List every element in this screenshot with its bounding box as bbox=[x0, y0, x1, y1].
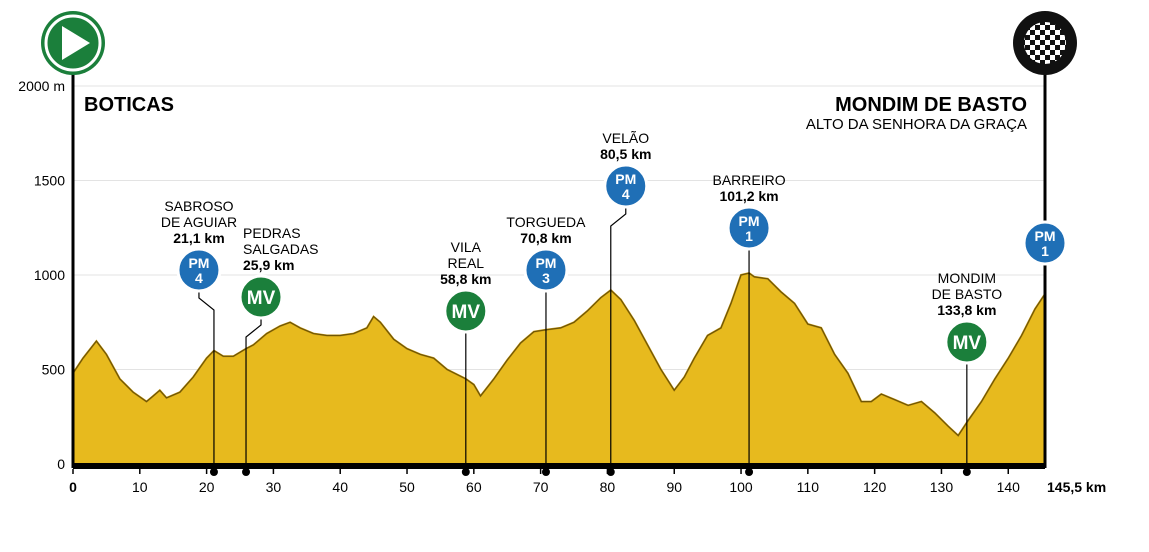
x-axis-bar bbox=[73, 463, 1045, 469]
climb-category: 4 bbox=[622, 186, 630, 202]
climb-badge-pm bbox=[1022, 220, 1068, 266]
climb-badge-label: MV bbox=[247, 288, 276, 309]
climb-km-label: 58,8 km bbox=[440, 271, 491, 287]
y-tick-label: 500 bbox=[42, 362, 66, 378]
start-badge-ring bbox=[44, 14, 102, 72]
x-tick-label: 100 bbox=[729, 479, 753, 495]
climb-name: SALGADAS bbox=[243, 241, 318, 257]
climb-badge-pm bbox=[523, 247, 569, 293]
profile-area bbox=[72, 272, 1046, 465]
climb-km-dot bbox=[745, 468, 754, 476]
y-tick-label: 1000 bbox=[34, 267, 65, 283]
x-tick-label: 120 bbox=[863, 479, 887, 495]
climb-name: TORGUEDA bbox=[506, 214, 586, 230]
climb-km-label: 133,8 km bbox=[937, 302, 996, 318]
x-tick-label: 130 bbox=[930, 479, 954, 495]
climb-km-dot bbox=[209, 468, 218, 476]
climb-name: DE AGUIAR bbox=[161, 214, 237, 230]
climb-km-dot bbox=[541, 468, 550, 476]
climb-badge-label: PM bbox=[615, 171, 636, 187]
climb-category: 4 bbox=[195, 270, 203, 286]
climb-badge-mv bbox=[944, 319, 990, 365]
x-tick-label: 70 bbox=[533, 479, 549, 495]
climb-badge-label: PM bbox=[739, 213, 760, 229]
climb-category: 1 bbox=[1041, 243, 1049, 259]
finish-name: MONDIM DE BASTO bbox=[835, 94, 1027, 116]
x-tick-label: 0 bbox=[69, 479, 77, 495]
y-tick-label: 1500 bbox=[34, 173, 65, 189]
x-tick-label: 50 bbox=[399, 479, 415, 495]
climb-name: BARREIRO bbox=[712, 172, 785, 188]
climb-badge-label: PM bbox=[1035, 228, 1056, 244]
climb-km-dot bbox=[242, 468, 251, 476]
x-tick-label: 10 bbox=[132, 479, 148, 495]
finish-marker bbox=[1013, 11, 1077, 75]
elevation-area bbox=[72, 272, 1046, 465]
climb-name: DE BASTO bbox=[932, 286, 1003, 302]
climb-name: REAL bbox=[448, 255, 485, 271]
climb-badge-pm bbox=[176, 247, 222, 293]
climb-km-dot bbox=[461, 468, 470, 476]
climb-badge-label: PM bbox=[535, 255, 556, 271]
start-marker bbox=[41, 11, 105, 75]
checkered-flag-icon bbox=[1024, 22, 1066, 64]
climb-name: PEDRAS bbox=[243, 225, 301, 241]
climb-name: VILA bbox=[451, 239, 482, 255]
climb-km-label: 101,2 km bbox=[719, 188, 778, 204]
climb-badge-pm bbox=[603, 163, 649, 209]
x-tick-label: 90 bbox=[666, 479, 682, 495]
climb-badge-pm bbox=[726, 205, 772, 251]
y-tick-label: 0 bbox=[57, 456, 65, 472]
climb-name: MONDIM bbox=[938, 270, 996, 286]
climb-category: 3 bbox=[542, 270, 550, 286]
climb-name: VELÃO bbox=[602, 130, 649, 146]
endpoints: BOTICAS MONDIM DE BASTO ALTO DA SENHORA … bbox=[41, 11, 1077, 133]
climb-badge-label: PM bbox=[188, 255, 209, 271]
x-tick-label: 140 bbox=[997, 479, 1021, 495]
climb-badge-label: MV bbox=[953, 333, 982, 354]
start-name: BOTICAS bbox=[84, 94, 174, 116]
climb-badge-mv bbox=[443, 288, 489, 334]
climb-km-label: 25,9 km bbox=[243, 257, 294, 273]
climb-category: 1 bbox=[745, 228, 753, 244]
climb-name: SABROSO bbox=[164, 198, 233, 214]
axes: 0 500 1000 1500 2000 m 0 10 20 30 40 50 60 70 80 90 100… bbox=[18, 70, 1106, 495]
x-tick-label: 110 bbox=[797, 479, 820, 495]
x-tick-label: 40 bbox=[332, 479, 348, 495]
x-tick-label: 20 bbox=[199, 479, 215, 495]
climb-km-label: 80,5 km bbox=[600, 146, 651, 162]
x-tick-label: 60 bbox=[466, 479, 482, 495]
play-icon bbox=[62, 26, 90, 60]
climb-km-dot bbox=[606, 468, 615, 476]
y-tick-label: 2000 m bbox=[18, 78, 65, 94]
climb-km-dot bbox=[962, 468, 971, 476]
climb-km-label: 21,1 km bbox=[173, 230, 224, 246]
finish-subtitle: ALTO DA SENHORA DA GRAÇA bbox=[806, 116, 1027, 133]
x-end-label: 145,5 km bbox=[1047, 479, 1106, 495]
climb-badge-label: MV bbox=[452, 302, 481, 323]
climb-km-label: 70,8 km bbox=[520, 230, 571, 246]
x-tick-label: 80 bbox=[600, 479, 616, 495]
climb-badge-mv bbox=[238, 274, 284, 320]
x-tick-label: 30 bbox=[266, 479, 282, 495]
